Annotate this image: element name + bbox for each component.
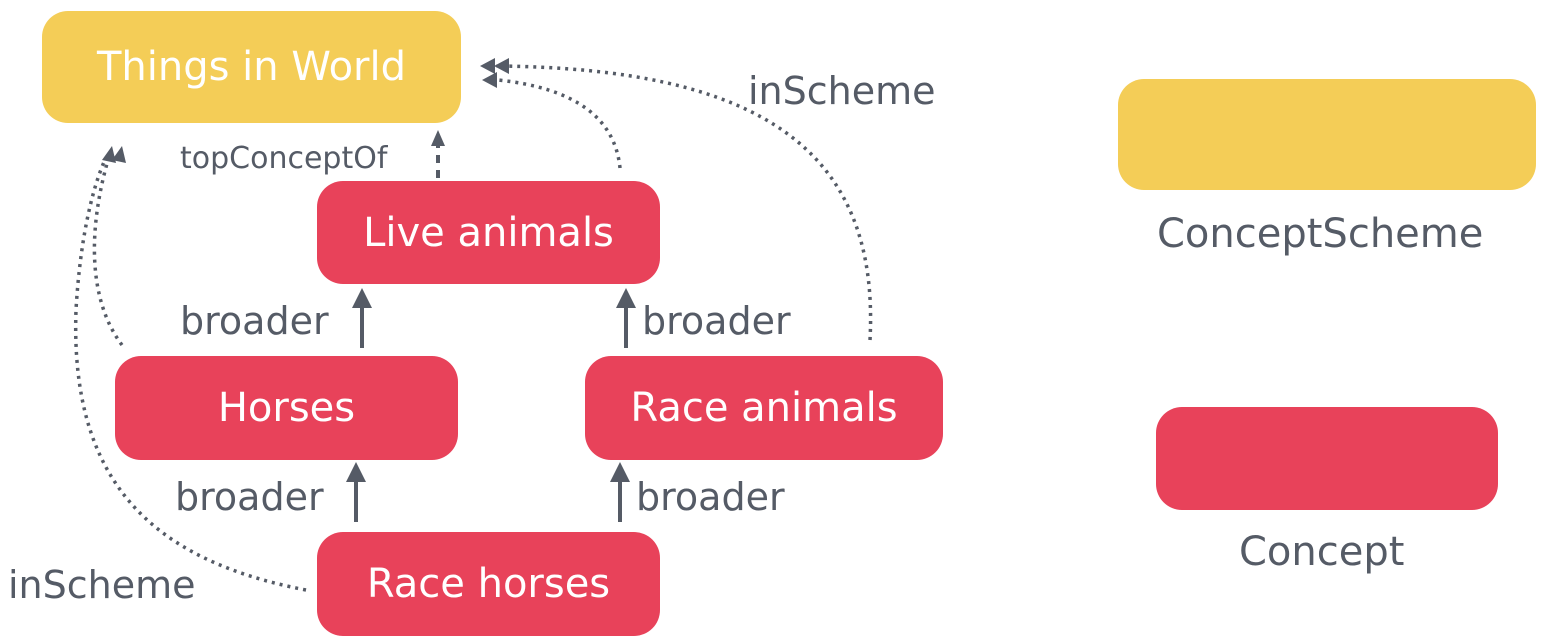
- node-label: Live animals: [363, 209, 614, 256]
- concept-scheme-node-things-in-world: Things in World: [42, 11, 461, 123]
- legend-concept-swatch: [1156, 407, 1498, 510]
- legend-concept-scheme-label: ConceptScheme: [1157, 211, 1484, 257]
- edge-label-top-concept-of: topConceptOf: [180, 141, 388, 176]
- node-label: Things in World: [96, 44, 406, 90]
- broader-edge-horses-live: [352, 288, 372, 348]
- in-scheme-edge-race-animals: [480, 58, 873, 341]
- broader-edge-race-horses-horses: [346, 462, 366, 522]
- in-scheme-edge-horses: [92, 159, 124, 347]
- top-concept-of-edge: [431, 130, 445, 178]
- in-scheme-edge-race-horses: [73, 146, 307, 592]
- broader-edge-race-horses-race-animals: [610, 462, 630, 522]
- concept-node-horses: Horses: [115, 356, 458, 460]
- concept-node-race-animals: Race animals: [585, 356, 943, 460]
- edge-label-broader-race-animals-live: broader: [642, 299, 791, 343]
- in-scheme-edge-live-animals: [482, 72, 622, 169]
- edge-label-broader-race-horses-race-animals: broader: [636, 475, 785, 519]
- node-label: Horses: [217, 385, 356, 431]
- legend-concept-label: Concept: [1239, 529, 1405, 575]
- concept-node-race-horses: Race horses: [317, 532, 660, 636]
- concept-node-live-animals: Live animals: [317, 181, 660, 284]
- broader-edge-race-animals-live: [616, 288, 636, 348]
- node-label: Race horses: [366, 561, 611, 607]
- edge-label-in-scheme-right: inScheme: [748, 69, 936, 113]
- edge-label-broader-horses-live: broader: [180, 299, 329, 343]
- edge-label-in-scheme-left: inScheme: [8, 563, 196, 607]
- legend-concept-scheme-swatch: [1118, 79, 1536, 190]
- edge-label-broader-race-horses-horses: broader: [175, 475, 324, 519]
- node-label: Race animals: [630, 385, 898, 431]
